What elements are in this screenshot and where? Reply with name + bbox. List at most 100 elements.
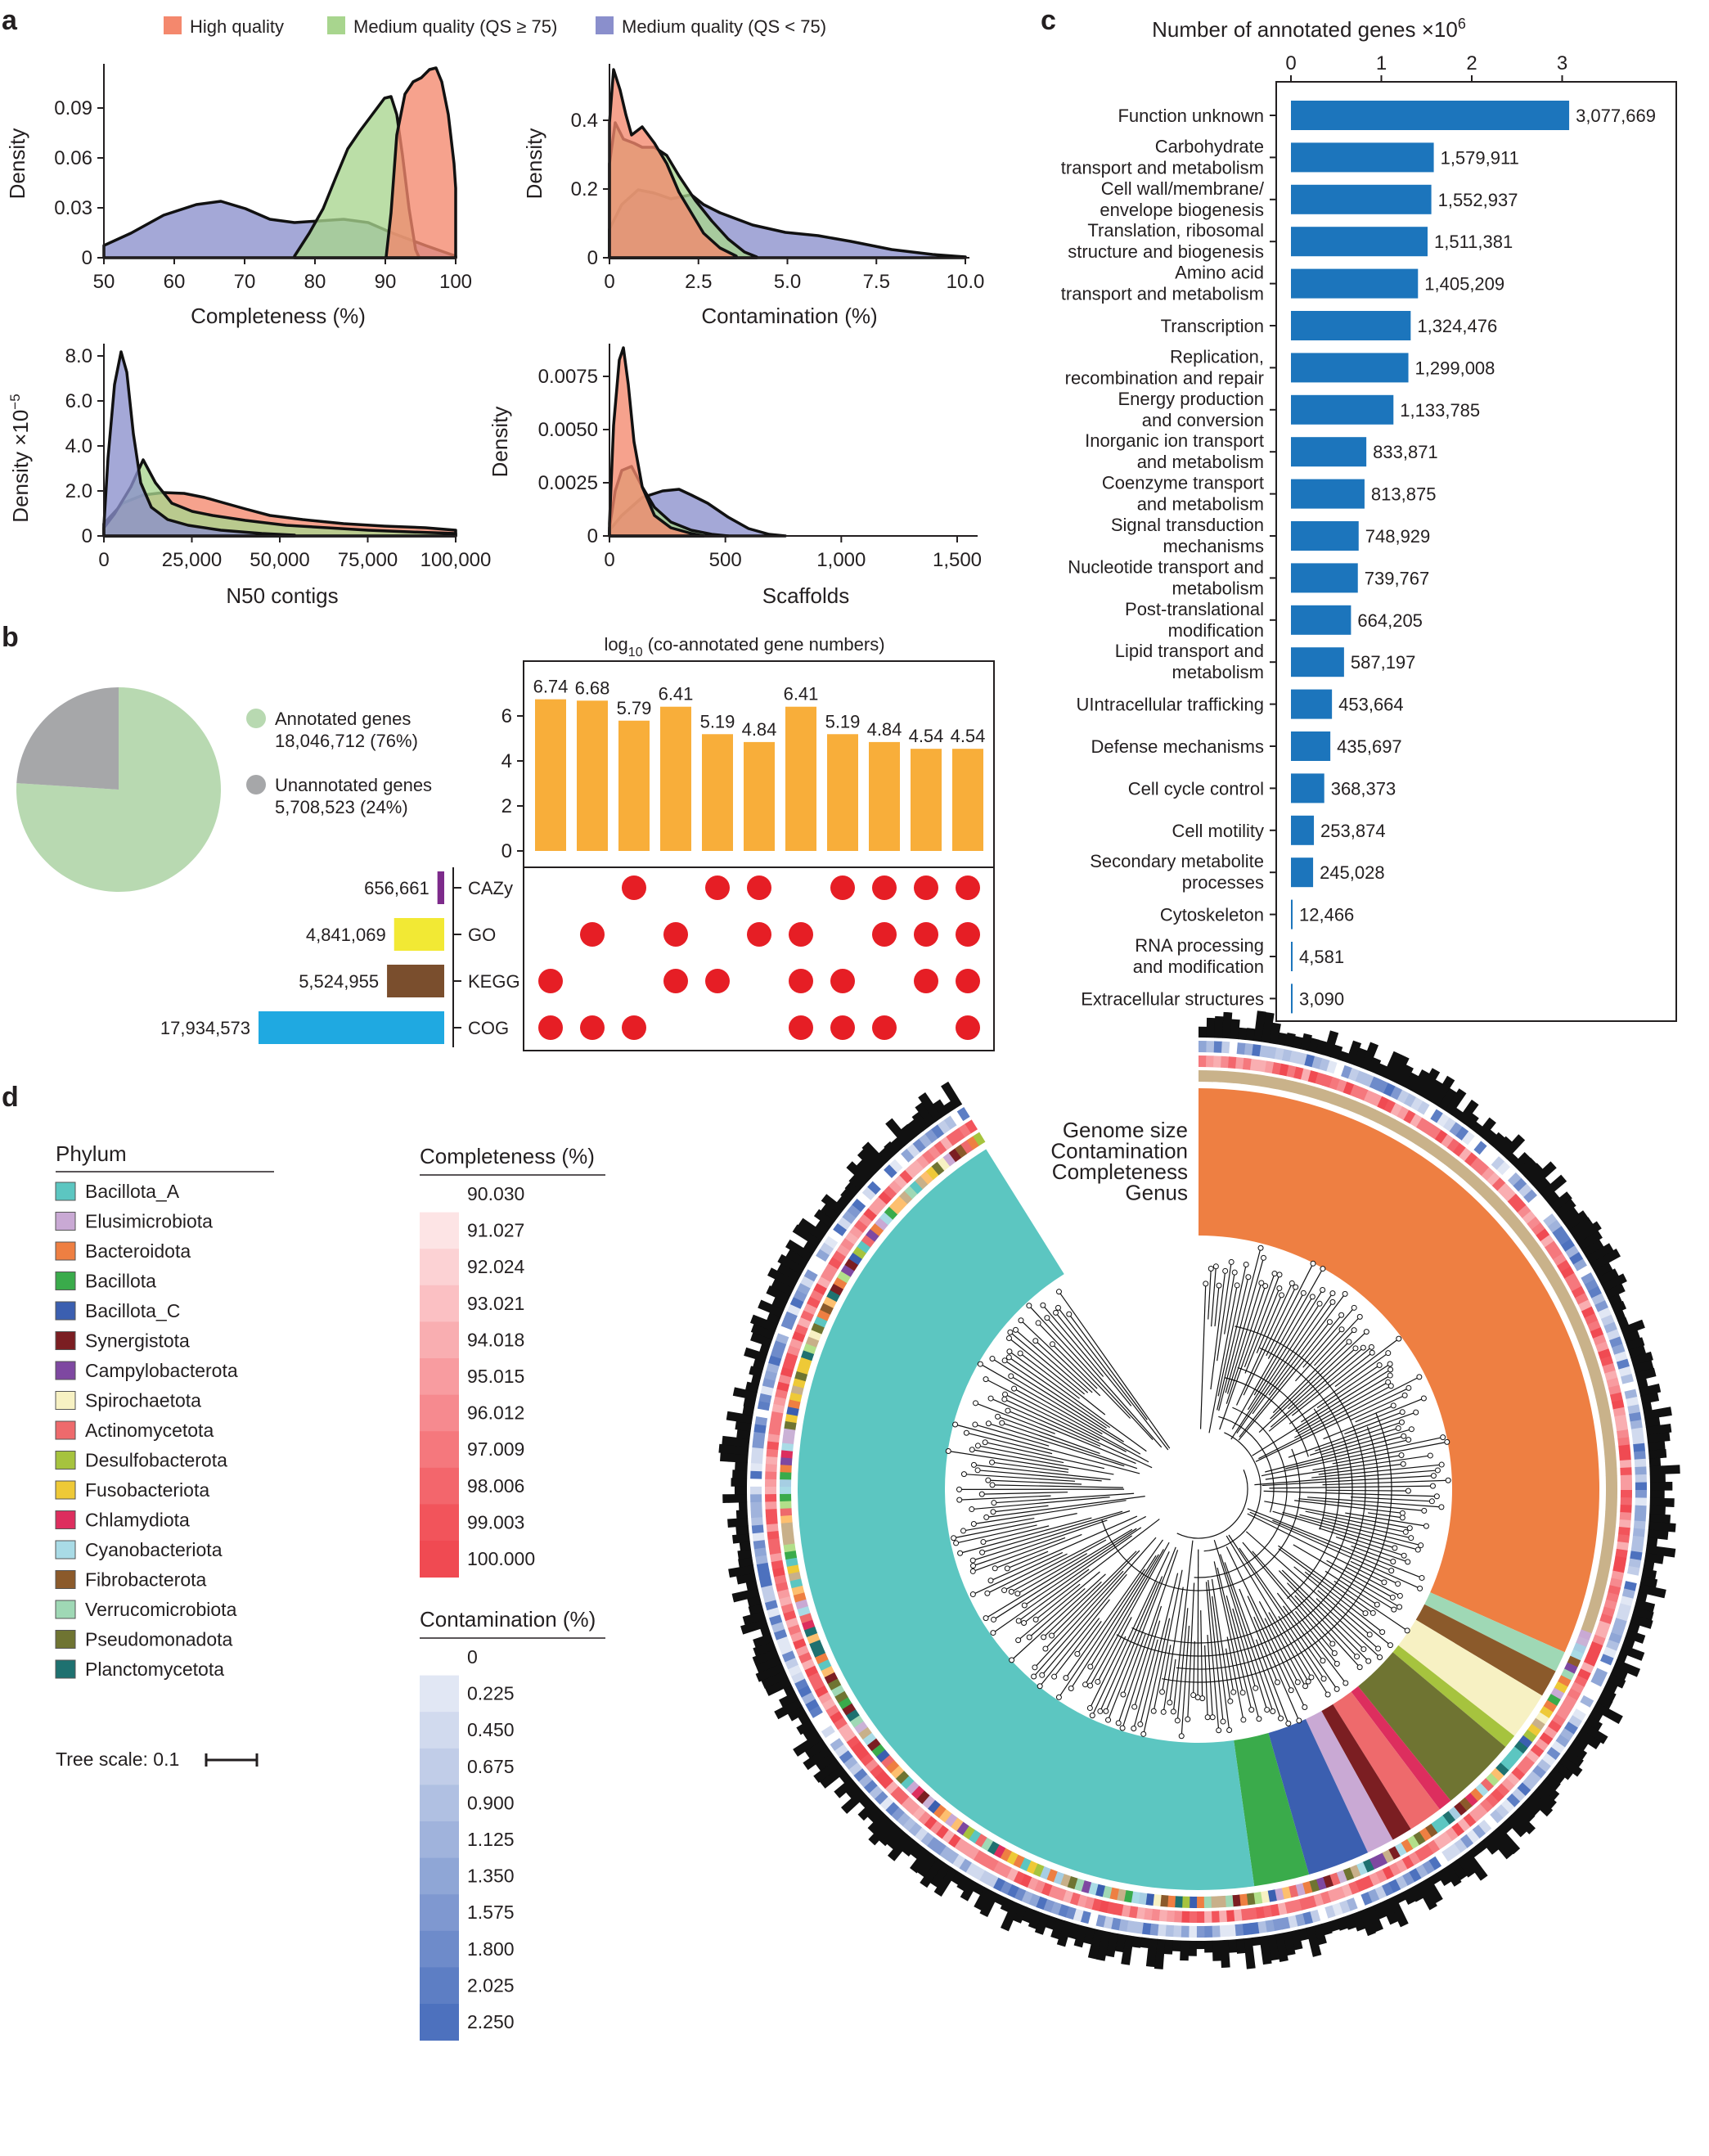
genus-ring-segment [1532,1249,1547,1263]
phylum-label: Fusobacteriota [85,1479,209,1501]
completeness-ring-segment [1099,1900,1109,1913]
contamination-ring-segment [1599,1654,1614,1666]
x-tick-label: 1,000 [816,549,866,571]
genus-ring-segment [1548,1273,1562,1286]
genome-size-bar [1647,1432,1671,1443]
tree-branch-arc [1286,1408,1340,1600]
genome-size-bar [951,1870,965,1885]
tree-branch [964,1474,1075,1482]
genome-size-bar [1649,1481,1673,1491]
scale-label: 94.018 [467,1329,524,1350]
genome-size-bar [1563,1749,1584,1768]
tree-leaf [1438,1461,1445,1468]
tree-leaf [1032,1616,1039,1623]
cog-bar [1291,479,1365,509]
tree-branch [985,1442,1105,1470]
contamination-ring-segment [825,1731,840,1745]
tree-leaf [1320,1286,1326,1293]
tree-leaf [1170,1708,1176,1715]
genus-ring-segment [1531,1717,1545,1731]
cog-chart-frame [1275,81,1677,1022]
contamination-ring-segment [751,1447,764,1456]
genus-ring-segment [791,1585,805,1596]
genus-ring-segment [915,1175,929,1190]
contamination-ring-segment [950,1111,964,1126]
genus-ring-segment [781,1528,794,1538]
genome-size-bar [1572,1735,1589,1751]
genome-size-bar [846,1161,871,1185]
completeness-ring-segment [1257,1060,1267,1073]
genome-size-bar [1073,1924,1088,1948]
genus-ring-segment [1196,1896,1204,1908]
tree-leaf [1066,1311,1073,1317]
completeness-ring-segment [895,1791,910,1805]
genus-ring-segment [1603,1518,1617,1528]
phylum-label: Cyanobacteriota [85,1539,223,1560]
tree-leaf [1391,1606,1397,1613]
genus-ring-segment [1262,1075,1272,1088]
genus-ring-segment [1349,1865,1361,1879]
completeness-ring-segment [1463,1813,1477,1828]
genome-size-bar [857,1801,878,1821]
tree-leaf [979,1549,986,1555]
genome-size-bar [1423,1877,1443,1904]
contamination-ring-segment [1280,1916,1291,1930]
tree-branch [1090,1554,1159,1668]
tree-leaf [1008,1373,1014,1380]
genome-size-bar [1527,1792,1554,1817]
completeness-ring-segment [935,1825,949,1839]
genus-ring-segment [780,1515,793,1524]
cog-category-label: Cell wall/membrane/ [1101,178,1265,199]
tree-leaf [1271,1271,1278,1277]
tree-branch [985,1528,1133,1619]
cog-bar [1291,394,1394,425]
genus-ring-segment [1046,1868,1058,1883]
contamination-ring-segment [1110,1917,1122,1931]
tree-leaf [1258,1280,1265,1286]
set-name-label: CAZy [468,878,513,898]
contamination-ring-segment [1625,1573,1639,1584]
contamination-ring-segment [839,1749,853,1764]
genome-size-bar [1648,1513,1671,1524]
genus-ring-segment [780,1486,792,1495]
tree-branch [1255,1639,1289,1724]
contamination-ring-segment [884,1164,897,1178]
genus-ring-segment [1524,1237,1538,1251]
genome-size-bar [1351,1911,1366,1932]
completeness-ring-segment [821,1698,836,1711]
tree-branch [1295,1329,1342,1382]
genome-size-bar [836,1195,850,1209]
tree-branch [1133,1639,1158,1729]
tree-branch [990,1398,1101,1447]
genus-ring-segment [1573,1326,1588,1338]
completeness-ring-segment [1173,1911,1182,1923]
genome-size-bar [1614,1309,1626,1321]
intersection-dot [914,875,938,900]
tree-branch [1122,1605,1163,1729]
intersection-dot [956,875,980,900]
contamination-ring-segment [759,1577,773,1588]
genome-size-bar [1510,1809,1536,1834]
tree-branch [1035,1340,1093,1393]
contamination-ring-segment [847,1204,861,1218]
tree-leaf [985,1477,992,1483]
completeness-ring-segment [1228,1056,1237,1069]
completeness-ring-segment [1306,1895,1317,1909]
genus-ring-segment [900,1776,915,1789]
genus-ring-segment [1464,1793,1478,1807]
completeness-ring-segment [767,1530,780,1540]
completeness-ring-segment [1620,1505,1632,1514]
genus-ring-segment [1226,1071,1236,1083]
tree-leaf [1430,1473,1437,1479]
phylum-sector [1392,1645,1515,1747]
tree-leaf [1006,1335,1013,1342]
genome-size-bar [753,1358,766,1370]
contamination-ring-segment [771,1621,785,1633]
genome-size-bar [1206,1017,1216,1038]
set-size-label: 4,841,069 [306,925,386,945]
genome-size-bar [1121,1934,1134,1965]
genus-ring-segment [909,1180,924,1195]
genus-ring-segment [866,1228,879,1242]
genus-ring-segment [1199,1070,1207,1083]
